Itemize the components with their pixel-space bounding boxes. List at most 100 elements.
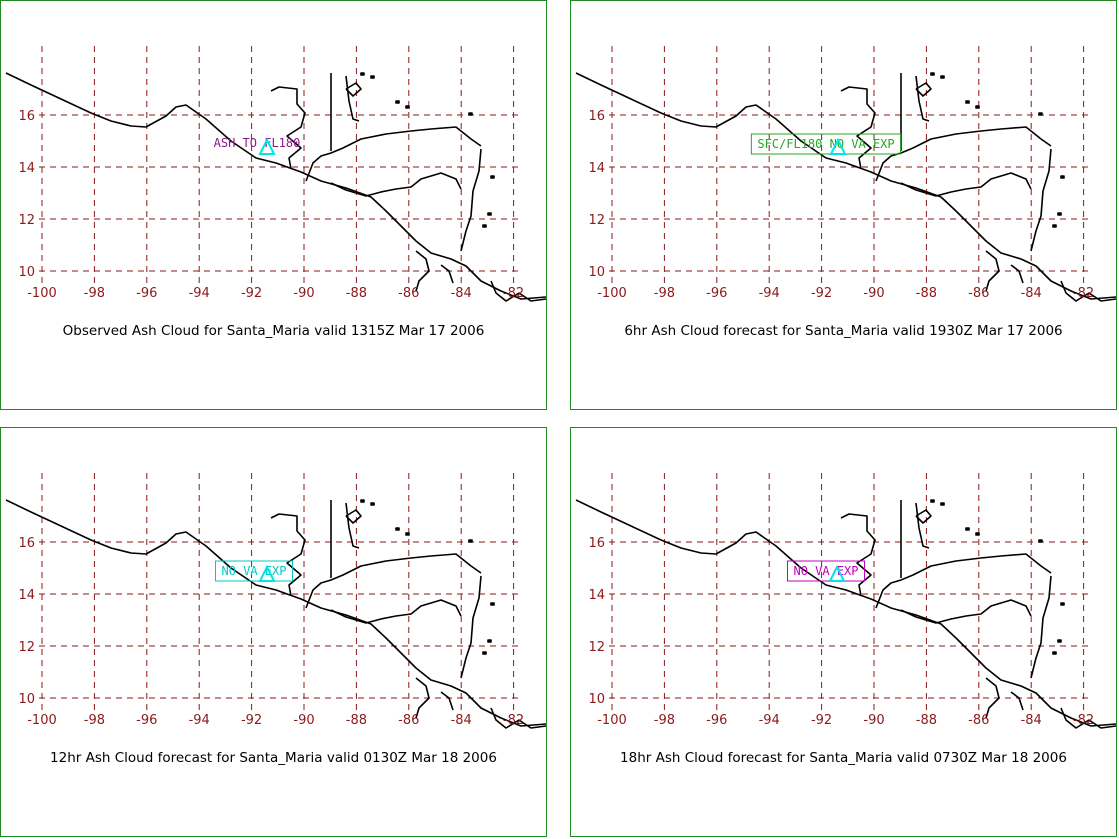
x-tick-label: -96 — [136, 713, 157, 728]
land-outline — [840, 513, 876, 597]
island-dot — [468, 539, 473, 543]
island-dot — [405, 532, 410, 536]
island-dot — [487, 639, 492, 643]
x-tick-label: -84 — [1021, 286, 1042, 301]
y-tick-label: 12 — [588, 640, 605, 655]
coastline — [5, 499, 547, 729]
land-outline — [345, 75, 360, 122]
island-dot — [482, 651, 487, 655]
x-tick-label: -96 — [706, 713, 727, 728]
x-tick-label: -94 — [759, 286, 780, 301]
panel-observed: -100 -98 -96 -94 -92 -90 -88 -86 -84 -82 16 14 12 10 A… — [0, 0, 547, 410]
x-tick-label: -90 — [293, 713, 314, 728]
island-dot — [482, 224, 487, 228]
x-tick-label: -88 — [916, 713, 937, 728]
land-outline — [440, 691, 454, 711]
ash-advisory-label: ASH TO FL180 — [214, 136, 301, 150]
ash-advisory-box — [750, 133, 902, 155]
island-dot — [487, 212, 492, 216]
x-tick-label: -100 — [27, 286, 57, 301]
land-outline — [270, 513, 306, 597]
island-dot — [1060, 602, 1065, 606]
island-dot — [1038, 539, 1043, 543]
island-dot — [1038, 112, 1043, 116]
land-outline — [985, 250, 1000, 292]
x-tick-label: -90 — [293, 286, 314, 301]
grid-lines — [39, 473, 521, 710]
land-outline — [305, 126, 482, 182]
island-dot — [405, 105, 410, 109]
volcano-icon — [258, 564, 276, 582]
x-tick-label: -94 — [189, 713, 210, 728]
x-tick-label: -98 — [84, 286, 105, 301]
panel-12hr-forecast: -100 -98 -96 -94 -92 -90 -88 -86 -84 -82 16 14 12 10 N… — [0, 427, 547, 837]
island-dot — [930, 499, 935, 503]
caption-12hr-forecast: 12hr Ash Cloud forecast for Santa_Maria … — [50, 750, 497, 766]
land-outline — [345, 509, 362, 524]
x-tick-label: -92 — [811, 713, 832, 728]
land-outline — [5, 72, 547, 300]
map-12hr-forecast: -100 -98 -96 -94 -92 -90 -88 -86 -84 -82 16 14 12 10 N… — [5, 473, 547, 729]
x-tick-label: -86 — [398, 713, 419, 728]
island-dot — [490, 602, 495, 606]
land-outline — [875, 126, 1052, 182]
island-dot — [930, 72, 935, 76]
island-dot — [1057, 212, 1062, 216]
ash-advisory-box — [214, 560, 294, 582]
caption-6hr-forecast: 6hr Ash Cloud forecast for Santa_Maria v… — [624, 323, 1063, 339]
x-tick-label: -92 — [241, 286, 262, 301]
island-dot — [1052, 224, 1057, 228]
x-tick-label: -84 — [451, 286, 472, 301]
volcano-icon — [829, 137, 847, 155]
land-outline — [330, 172, 462, 197]
island-dot — [360, 72, 365, 76]
island-dot — [468, 112, 473, 116]
x-tick-label: -84 — [1021, 713, 1042, 728]
x-tick-label: -86 — [968, 713, 989, 728]
island-dot — [1052, 651, 1057, 655]
x-tick-label: -96 — [706, 286, 727, 301]
y-tick-label: 12 — [18, 640, 35, 655]
grid-lines — [39, 46, 521, 283]
y-tick-label: 14 — [588, 588, 605, 603]
y-tick-label: 16 — [588, 536, 605, 551]
land-outline — [575, 499, 1117, 727]
y-tick-label: 16 — [18, 109, 35, 124]
x-tick-label: -92 — [811, 286, 832, 301]
y-tick-label: 16 — [588, 109, 605, 124]
land-outline — [415, 250, 430, 292]
x-tick-label: -100 — [27, 713, 57, 728]
volcano-icon — [258, 137, 276, 155]
x-tick-label: -86 — [398, 286, 419, 301]
caption-observed: Observed Ash Cloud for Santa_Maria valid… — [62, 323, 485, 339]
x-tick-label: -88 — [346, 286, 367, 301]
x-tick-label: -96 — [136, 286, 157, 301]
y-tick-label: 12 — [18, 213, 35, 228]
land-outline — [345, 502, 360, 549]
island-dot — [370, 75, 375, 79]
x-tick-label: -94 — [189, 286, 210, 301]
ash-advisory-label: NO VA EXP — [793, 564, 858, 578]
island-dot — [395, 527, 400, 531]
island-dot — [1060, 175, 1065, 179]
x-tick-label: -88 — [346, 713, 367, 728]
y-tick-label: 10 — [18, 265, 35, 280]
coastline — [575, 72, 1117, 302]
land-outline — [460, 148, 482, 252]
y-tick-label: 14 — [588, 161, 605, 176]
x-tick-label: -94 — [759, 713, 780, 728]
land-outline — [915, 75, 930, 122]
y-tick-label: 16 — [18, 536, 35, 551]
island-dot — [940, 502, 945, 506]
land-outline — [1030, 148, 1052, 252]
island-dot — [490, 175, 495, 179]
x-tick-label: -88 — [916, 286, 937, 301]
land-outline — [415, 677, 430, 719]
land-outline — [490, 280, 547, 302]
island-dot — [360, 499, 365, 503]
x-tick-label: -90 — [863, 286, 884, 301]
land-outline — [875, 553, 1052, 609]
land-outline — [915, 502, 930, 549]
land-outline — [5, 499, 547, 727]
island-dot — [370, 502, 375, 506]
